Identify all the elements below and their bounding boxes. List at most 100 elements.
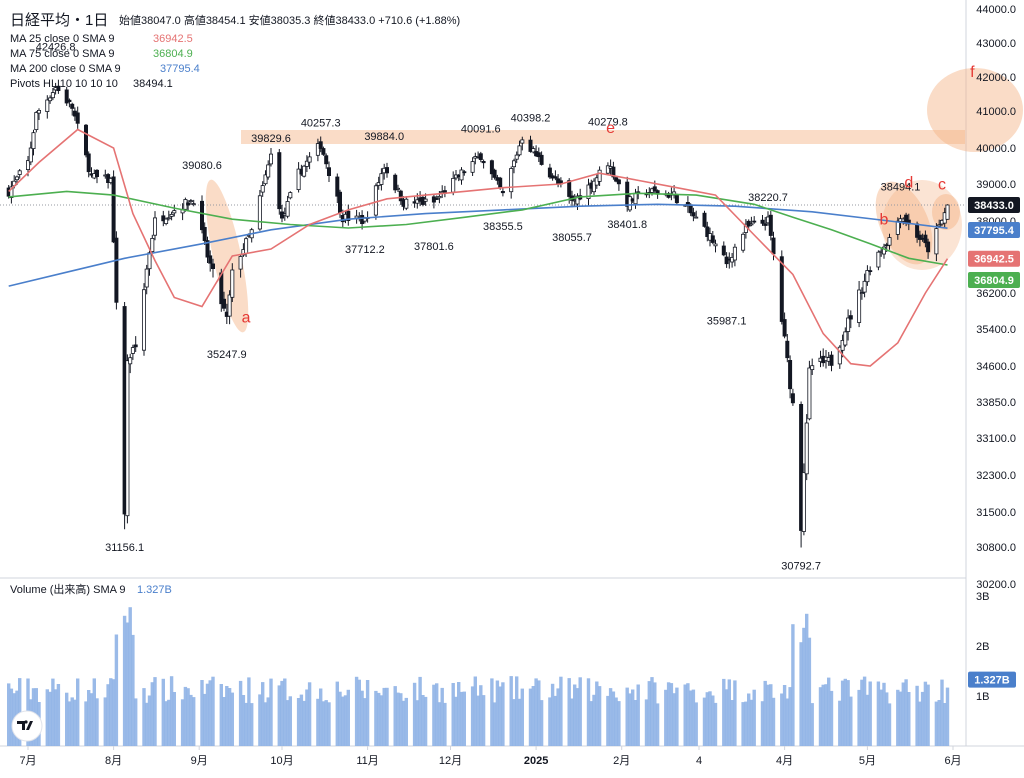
volume-bar[interactable] bbox=[302, 700, 306, 746]
candle-body[interactable] bbox=[205, 240, 210, 258]
resistance-zone-e[interactable] bbox=[241, 130, 965, 144]
volume-bar[interactable] bbox=[904, 679, 908, 746]
volume-bar[interactable] bbox=[473, 676, 477, 747]
candle-body[interactable] bbox=[605, 165, 610, 174]
volume-bar[interactable] bbox=[205, 683, 210, 746]
volume-bar[interactable] bbox=[476, 695, 480, 746]
volume-bar[interactable] bbox=[575, 688, 580, 746]
volume-bar[interactable] bbox=[747, 693, 751, 747]
candle-body[interactable] bbox=[489, 160, 494, 175]
volume-bar[interactable] bbox=[70, 697, 74, 746]
volume-bar[interactable] bbox=[412, 682, 417, 746]
candle-body[interactable] bbox=[481, 160, 486, 164]
candle-body[interactable] bbox=[266, 164, 271, 178]
volume-bar[interactable] bbox=[440, 687, 444, 746]
volume-bar[interactable] bbox=[896, 689, 900, 746]
volume-bar[interactable] bbox=[937, 700, 941, 746]
volume-bar[interactable] bbox=[876, 681, 881, 747]
volume-bar[interactable] bbox=[341, 696, 345, 746]
candle-body[interactable] bbox=[782, 319, 787, 337]
volume-bar[interactable] bbox=[307, 682, 312, 746]
volume-bar[interactable] bbox=[9, 688, 14, 746]
volume-bar[interactable] bbox=[934, 701, 939, 746]
candle-body[interactable] bbox=[934, 228, 939, 255]
volume-bar[interactable] bbox=[920, 691, 925, 746]
volume-bar[interactable] bbox=[225, 686, 229, 746]
candle-body[interactable] bbox=[277, 152, 282, 210]
volume-bar[interactable] bbox=[901, 682, 905, 747]
volume-bar[interactable] bbox=[192, 697, 196, 746]
candle-body[interactable] bbox=[509, 168, 514, 193]
candle-body[interactable] bbox=[846, 317, 851, 332]
candle-body[interactable] bbox=[141, 289, 146, 351]
volume-bar[interactable] bbox=[377, 692, 381, 746]
volume-bar[interactable] bbox=[437, 702, 442, 746]
candle-body[interactable] bbox=[208, 255, 213, 264]
candle-body[interactable] bbox=[133, 344, 138, 348]
volume-bar[interactable] bbox=[219, 684, 223, 746]
volume-bar[interactable] bbox=[788, 687, 792, 746]
volume-bar[interactable] bbox=[782, 685, 787, 746]
volume-bar[interactable] bbox=[379, 695, 384, 746]
volume-bar[interactable] bbox=[147, 695, 152, 747]
candle-body[interactable] bbox=[868, 270, 873, 273]
volume-bar[interactable] bbox=[87, 690, 91, 746]
volume-bar[interactable] bbox=[689, 690, 693, 747]
candle-body[interactable] bbox=[616, 179, 621, 185]
volume-bar[interactable] bbox=[285, 700, 290, 746]
candle-body[interactable] bbox=[130, 347, 135, 354]
candle-body[interactable] bbox=[611, 166, 616, 178]
candle-body[interactable] bbox=[785, 340, 790, 359]
candle-body[interactable] bbox=[768, 214, 773, 236]
candle-body[interactable] bbox=[763, 223, 768, 226]
volume-bar[interactable] bbox=[399, 693, 403, 746]
volume-bar[interactable] bbox=[203, 693, 207, 746]
volume-bar[interactable] bbox=[862, 676, 867, 746]
volume-bar[interactable] bbox=[868, 681, 872, 747]
volume-bar[interactable] bbox=[799, 642, 803, 746]
candle-body[interactable] bbox=[694, 216, 699, 219]
volume-bar[interactable] bbox=[683, 684, 687, 747]
volume-bar[interactable] bbox=[111, 679, 116, 746]
volume-bar[interactable] bbox=[923, 681, 928, 746]
candle-body[interactable] bbox=[498, 177, 503, 189]
candle-body[interactable] bbox=[260, 185, 265, 193]
candle-body[interactable] bbox=[384, 167, 389, 174]
volume-bar[interactable] bbox=[423, 696, 428, 746]
candle-body[interactable] bbox=[895, 220, 900, 235]
candle-body[interactable] bbox=[164, 218, 169, 225]
volume-bar[interactable] bbox=[208, 680, 212, 746]
candle-body[interactable] bbox=[705, 226, 710, 237]
volume-bar[interactable] bbox=[7, 683, 11, 746]
candle-body[interactable] bbox=[627, 196, 632, 211]
candle-body[interactable] bbox=[459, 169, 464, 181]
volume-bar[interactable] bbox=[553, 695, 558, 746]
volume-bar[interactable] bbox=[727, 679, 731, 746]
volume-bar[interactable] bbox=[578, 677, 582, 746]
volume-bar[interactable] bbox=[18, 678, 22, 746]
volume-bar[interactable] bbox=[95, 698, 99, 746]
candle-body[interactable] bbox=[592, 180, 597, 193]
volume-bar[interactable] bbox=[628, 693, 632, 746]
candle-body[interactable] bbox=[547, 167, 552, 178]
volume-bar[interactable] bbox=[945, 687, 950, 746]
volume-bar[interactable] bbox=[244, 702, 248, 746]
volume-bar[interactable] bbox=[327, 702, 331, 746]
volume-bar[interactable] bbox=[517, 698, 522, 746]
volume-bar[interactable] bbox=[299, 694, 304, 746]
candle-body[interactable] bbox=[799, 403, 804, 531]
candle-body[interactable] bbox=[337, 191, 342, 214]
volume-bar[interactable] bbox=[134, 698, 138, 746]
candle-body[interactable] bbox=[221, 298, 226, 309]
volume-bar[interactable] bbox=[528, 688, 533, 746]
candle-body[interactable] bbox=[210, 263, 215, 269]
candle-body[interactable] bbox=[801, 472, 806, 532]
volume-bar[interactable] bbox=[669, 683, 674, 746]
candle-body[interactable] bbox=[318, 141, 323, 149]
volume-bar[interactable] bbox=[393, 686, 397, 746]
volume-bar[interactable] bbox=[266, 697, 270, 746]
volume-bar[interactable] bbox=[288, 696, 292, 746]
volume-bar[interactable] bbox=[432, 684, 436, 746]
volume-bar[interactable] bbox=[614, 697, 618, 747]
candle-body[interactable] bbox=[263, 174, 268, 185]
